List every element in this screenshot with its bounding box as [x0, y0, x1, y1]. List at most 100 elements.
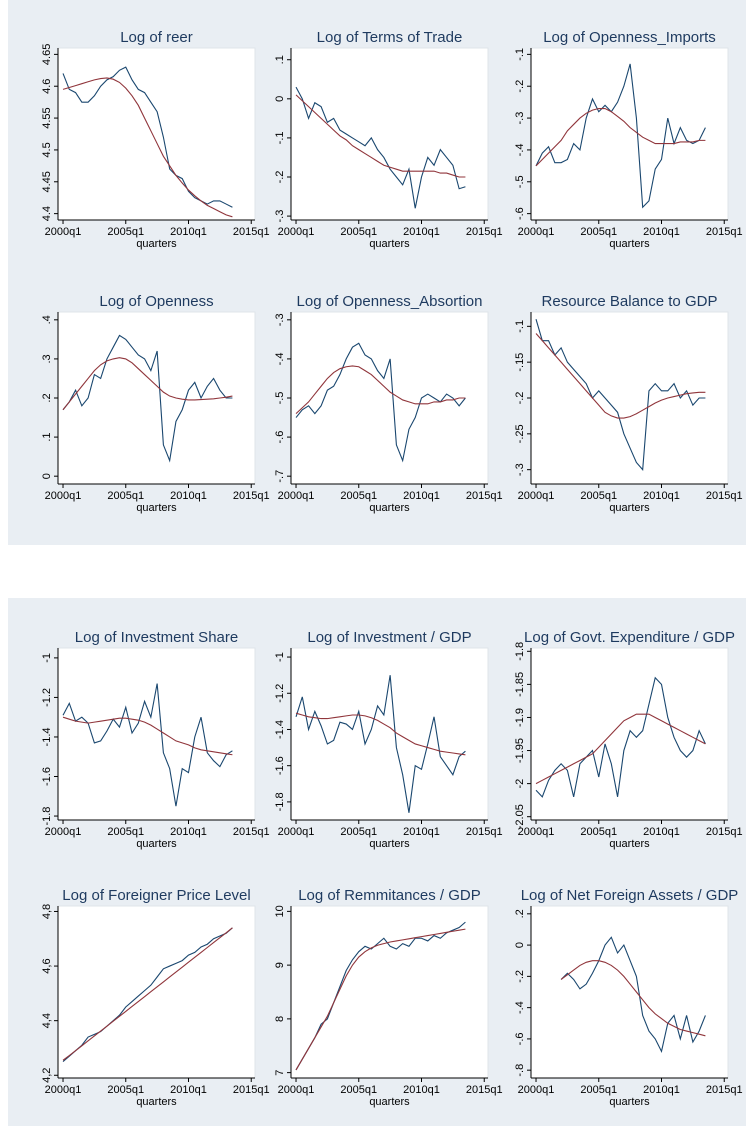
- y-tick-label: 4.6: [41, 79, 53, 94]
- y-tick-label: -1.8: [274, 792, 286, 811]
- series-line: [295, 712, 466, 756]
- y-tick-label: -.2: [514, 392, 526, 405]
- x-axis-label: quarters: [369, 502, 410, 514]
- y-tick-label: .1: [41, 432, 53, 441]
- y-tick-label: -.3: [274, 313, 286, 326]
- x-axis-label: quarters: [136, 238, 177, 250]
- chart-title: Log of Openness: [99, 293, 213, 310]
- x-tick-label: 2005q1: [340, 1084, 377, 1096]
- x-axis-label: quarters: [609, 1096, 650, 1108]
- x-tick-label: 2005q1: [340, 226, 377, 238]
- x-tick-label: 2005q1: [580, 490, 617, 502]
- y-tick-label: -.6: [274, 431, 286, 444]
- y-tick-label: -.6: [514, 1032, 526, 1045]
- x-tick-label: 2015q1: [466, 226, 503, 238]
- x-tick-label: 2015q1: [706, 826, 743, 838]
- series-line: [62, 77, 233, 218]
- y-tick-label: -.2: [514, 970, 526, 983]
- x-axis-label: quarters: [609, 502, 650, 514]
- series-line: [62, 683, 233, 807]
- series-line: [535, 333, 706, 419]
- x-tick-label: 2005q1: [580, 226, 617, 238]
- chart-title: Log of Openness_Absortion: [297, 293, 483, 310]
- y-tick-label: 4.65: [41, 44, 53, 65]
- x-tick-label: 2000q1: [45, 826, 82, 838]
- series-line: [295, 342, 466, 463]
- series-line: [560, 936, 706, 1054]
- y-tick-label: -1: [41, 653, 53, 663]
- x-tick-label: 2005q1: [107, 1084, 144, 1096]
- x-tick-label: 2015q1: [233, 490, 270, 502]
- plot-area: [57, 905, 256, 1079]
- y-tick-label: -1.95: [514, 738, 526, 763]
- x-tick-label: 2005q1: [580, 826, 617, 838]
- plot-area: [57, 47, 256, 221]
- y-tick-label: 7: [274, 1070, 286, 1076]
- x-tick-label: 2005q1: [107, 826, 144, 838]
- plot-area: [530, 47, 729, 221]
- plot-area: [530, 905, 729, 1079]
- chart-title: Log of reer: [120, 29, 193, 46]
- series-line: [535, 319, 706, 472]
- y-tick-label: 4,2: [41, 1068, 53, 1083]
- x-tick-label: 2010q1: [403, 490, 440, 502]
- y-tick-label: 0: [41, 473, 53, 479]
- y-tick-label: 4.5: [41, 142, 53, 157]
- x-tick-label: 2010q1: [643, 1084, 680, 1096]
- x-tick-label: 2005q1: [340, 490, 377, 502]
- plot-area: [290, 647, 489, 821]
- y-tick-label: 0: [514, 942, 526, 948]
- x-tick-label: 2000q1: [518, 826, 555, 838]
- y-tick-label: 8: [274, 1016, 286, 1022]
- x-tick-label: 2010q1: [643, 826, 680, 838]
- y-tick-label: -.7: [274, 470, 286, 483]
- y-tick-label: -.4: [514, 1001, 526, 1014]
- y-tick-label: 9: [274, 962, 286, 968]
- y-tick-label: -.5: [274, 392, 286, 405]
- x-tick-label: 2010q1: [403, 1084, 440, 1096]
- x-tick-label: 2000q1: [45, 1084, 82, 1096]
- x-tick-label: 2010q1: [403, 226, 440, 238]
- y-tick-label: -.15: [514, 353, 526, 372]
- x-tick-label: 2000q1: [278, 1084, 315, 1096]
- x-tick-label: 2015q1: [233, 826, 270, 838]
- x-tick-label: 2005q1: [107, 226, 144, 238]
- x-tick-label: 2010q1: [170, 490, 207, 502]
- series-line: [295, 365, 466, 415]
- y-tick-label: -.2: [274, 171, 286, 184]
- x-tick-label: 2005q1: [580, 1084, 617, 1096]
- x-tick-label: 2005q1: [340, 826, 377, 838]
- x-tick-label: 2000q1: [45, 490, 82, 502]
- y-tick-label: .2: [514, 909, 526, 918]
- y-tick-label: 4.4: [41, 206, 53, 221]
- y-tick-label: -1.2: [41, 688, 53, 707]
- x-tick-label: 2015q1: [233, 1084, 270, 1096]
- y-tick-label: .3: [41, 354, 53, 363]
- y-tick-label: -2: [514, 779, 526, 789]
- series-line: [560, 960, 706, 1037]
- series-line: [62, 357, 233, 411]
- x-tick-label: 2000q1: [518, 226, 555, 238]
- x-axis-label: quarters: [136, 1096, 177, 1108]
- series-line: [62, 716, 233, 756]
- chart-title: Log of Terms of Trade: [317, 29, 463, 46]
- x-tick-label: 2010q1: [170, 226, 207, 238]
- x-tick-label: 2000q1: [518, 1084, 555, 1096]
- x-axis-label: quarters: [369, 1096, 410, 1108]
- series-line: [62, 334, 233, 463]
- y-tick-label: -.5: [514, 175, 526, 188]
- y-tick-label: -.4: [274, 352, 286, 365]
- series-line: [535, 713, 706, 785]
- y-tick-label: -1.4: [274, 720, 286, 739]
- x-tick-label: 2015q1: [706, 490, 743, 502]
- series-line: [295, 928, 466, 1071]
- chart-title: Log of Govt. Expenditure / GDP: [524, 629, 735, 646]
- series-line: [62, 927, 233, 1063]
- y-tick-label: -1.9: [514, 708, 526, 727]
- x-tick-label: 2015q1: [466, 826, 503, 838]
- x-tick-label: 2000q1: [278, 490, 315, 502]
- y-tick-label: -1: [274, 652, 286, 662]
- chart-title: Log of Openness_Imports: [543, 29, 716, 46]
- y-tick-label: -.1: [514, 48, 526, 61]
